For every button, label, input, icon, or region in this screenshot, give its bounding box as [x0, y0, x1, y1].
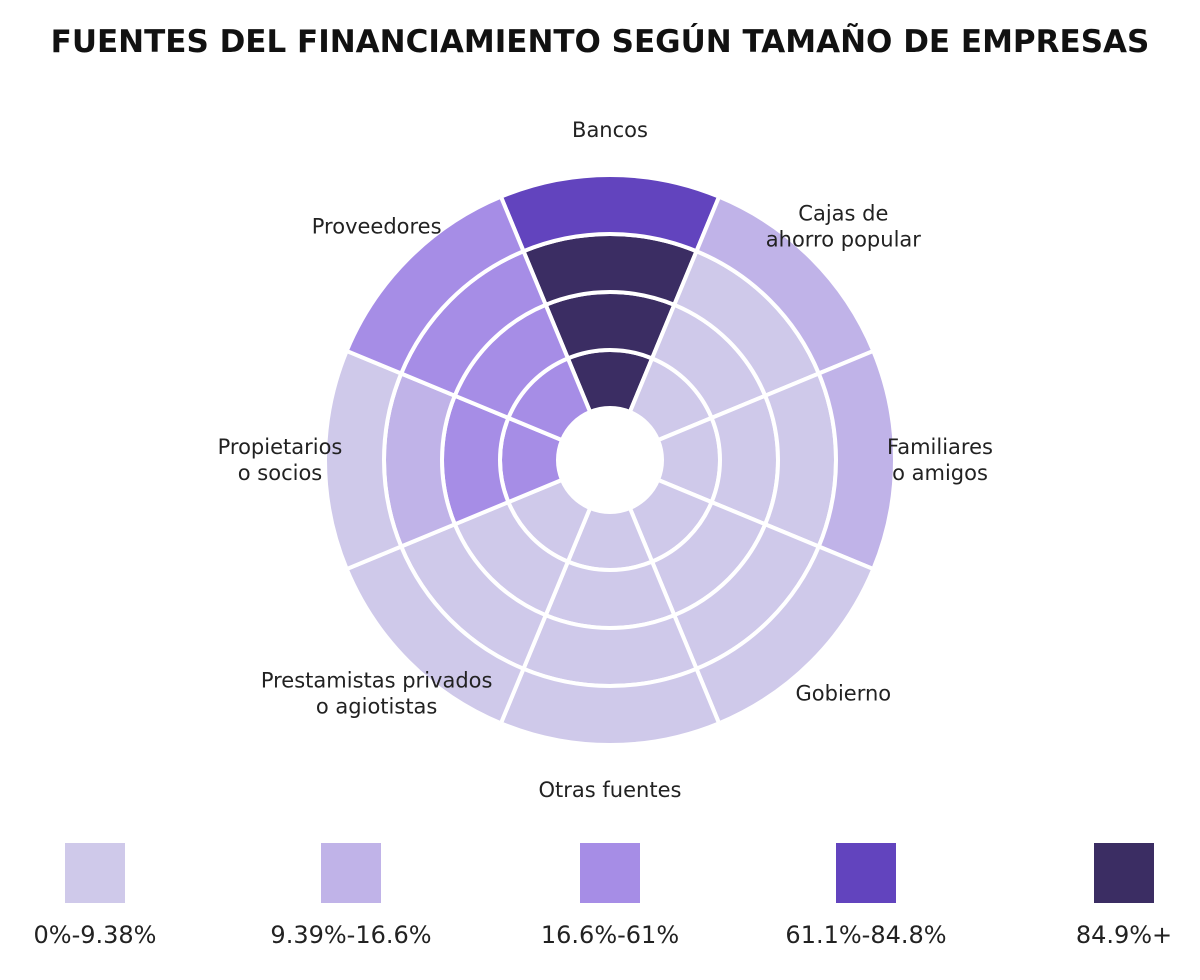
- legend-label: 0%-9.38%: [33, 921, 157, 949]
- legend-label: 16.6%-61%: [540, 921, 680, 949]
- category-label-1: Cajas de ahorro popular: [766, 202, 922, 252]
- legend-swatch: [65, 843, 125, 903]
- legend-swatch: [836, 843, 896, 903]
- category-label-0: Bancos: [572, 118, 648, 142]
- legend-swatch: [321, 843, 381, 903]
- category-label-2: Familiares o amigos: [887, 435, 993, 485]
- legend-swatch: [580, 843, 640, 903]
- category-label-5: Prestamistas privados o agiotistas: [261, 668, 493, 718]
- category-label-3: Gobierno: [796, 681, 892, 705]
- legend-swatch: [1094, 843, 1154, 903]
- legend-label: 61.1%-84.8%: [785, 921, 947, 949]
- category-label-4: Otras fuentes: [539, 778, 682, 802]
- cell-7-3: [344, 194, 527, 377]
- chart-title: FUENTES DEL FINANCIAMIENTO SEGÚN TAMAÑO …: [50, 24, 1150, 60]
- legend-label: 9.39%-16.6%: [270, 921, 432, 949]
- category-label-7: Proveedores: [312, 215, 442, 239]
- category-label-6: Propietarios o socios: [218, 435, 343, 485]
- legend-label: 84.9%+: [1075, 921, 1173, 949]
